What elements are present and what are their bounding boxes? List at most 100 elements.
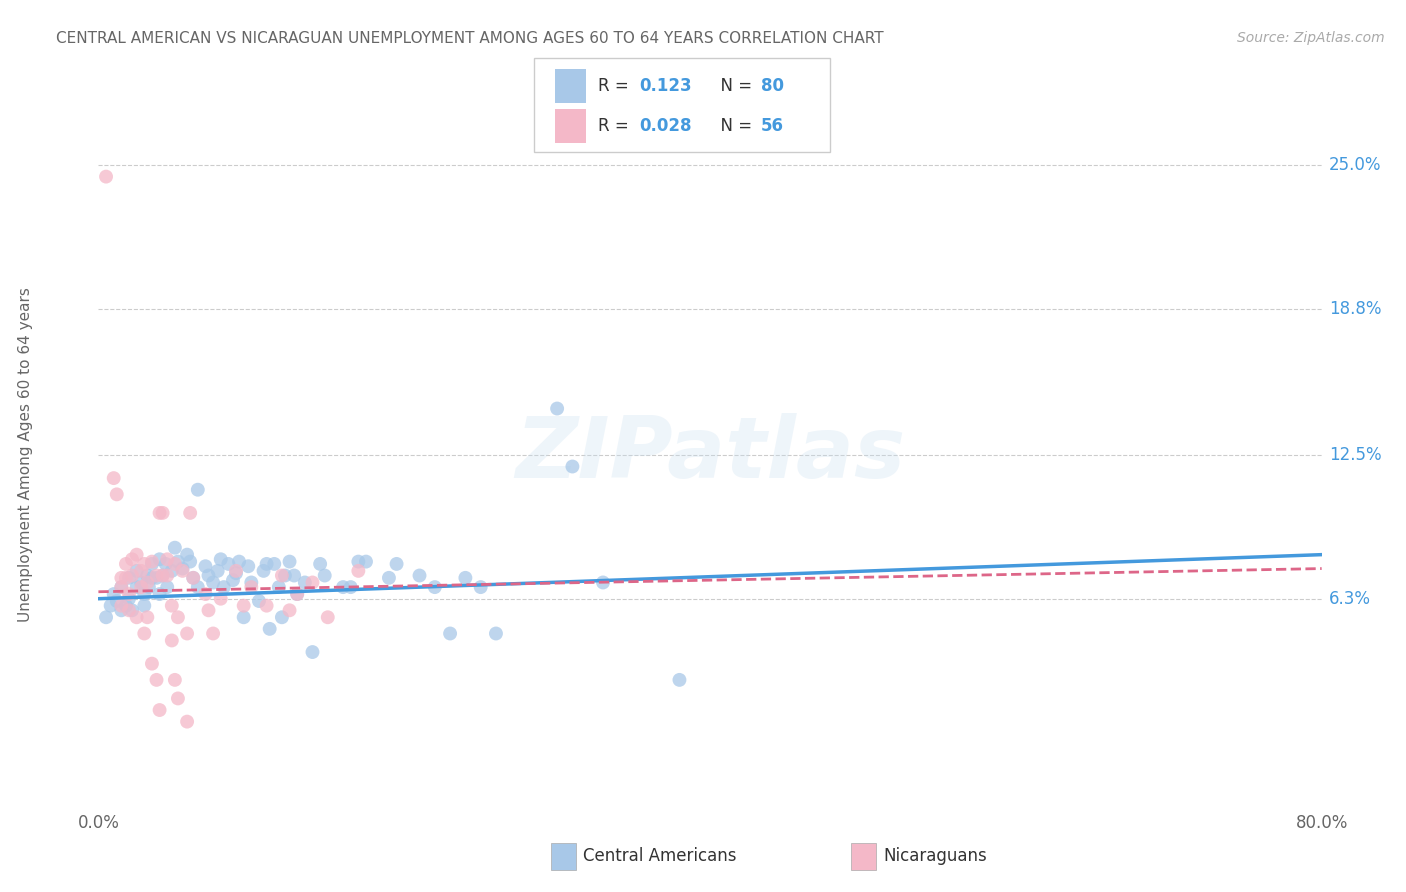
Point bbox=[278, 555, 301, 569]
Point bbox=[240, 575, 263, 590]
Point bbox=[125, 580, 148, 594]
Point bbox=[181, 571, 204, 585]
Text: 0.123: 0.123 bbox=[640, 78, 692, 95]
Point bbox=[149, 587, 172, 601]
Text: 80: 80 bbox=[761, 78, 783, 95]
Point bbox=[125, 564, 148, 578]
Point bbox=[129, 564, 152, 578]
Text: 18.8%: 18.8% bbox=[1329, 300, 1381, 318]
Point bbox=[222, 573, 245, 587]
Point bbox=[136, 575, 159, 590]
Point bbox=[129, 580, 152, 594]
Point bbox=[103, 587, 125, 601]
Point bbox=[285, 587, 308, 601]
Point bbox=[240, 580, 263, 594]
Text: 6.3%: 6.3% bbox=[1329, 590, 1371, 607]
Text: Nicaraguans: Nicaraguans bbox=[883, 847, 987, 865]
Point bbox=[100, 599, 122, 613]
Point bbox=[152, 506, 174, 520]
Point bbox=[138, 580, 160, 594]
Point bbox=[121, 603, 143, 617]
Point bbox=[134, 626, 156, 640]
Point bbox=[118, 591, 141, 606]
Point bbox=[141, 557, 163, 571]
Point bbox=[105, 594, 128, 608]
Text: R =: R = bbox=[598, 117, 634, 135]
Point bbox=[136, 568, 159, 582]
Point bbox=[125, 548, 148, 562]
Point bbox=[115, 571, 138, 585]
Point bbox=[267, 580, 290, 594]
Point bbox=[145, 568, 167, 582]
Point bbox=[285, 587, 308, 601]
Point bbox=[259, 622, 281, 636]
Point bbox=[187, 580, 209, 594]
Point bbox=[141, 555, 163, 569]
Point bbox=[217, 557, 239, 571]
Text: 12.5%: 12.5% bbox=[1329, 446, 1381, 464]
Point bbox=[194, 559, 217, 574]
Point bbox=[121, 568, 143, 582]
Text: 25.0%: 25.0% bbox=[1329, 156, 1381, 174]
Point bbox=[145, 571, 167, 585]
Point bbox=[194, 587, 217, 601]
Point bbox=[118, 603, 141, 617]
Point bbox=[283, 568, 305, 582]
Point bbox=[167, 555, 190, 569]
Point bbox=[156, 552, 179, 566]
Point bbox=[152, 568, 174, 582]
Point bbox=[278, 603, 301, 617]
Point bbox=[561, 459, 583, 474]
Text: Source: ZipAtlas.com: Source: ZipAtlas.com bbox=[1237, 31, 1385, 45]
Point bbox=[115, 557, 138, 571]
Point bbox=[176, 626, 198, 640]
Point bbox=[172, 564, 194, 578]
Point bbox=[141, 657, 163, 671]
Point bbox=[270, 568, 292, 582]
Point bbox=[485, 626, 508, 640]
Point bbox=[152, 568, 174, 582]
Point bbox=[309, 557, 332, 571]
Text: Unemployment Among Ages 60 to 64 years: Unemployment Among Ages 60 to 64 years bbox=[18, 287, 32, 623]
Point bbox=[207, 564, 229, 578]
Text: N =: N = bbox=[710, 117, 758, 135]
Point bbox=[181, 571, 204, 585]
Point bbox=[238, 559, 260, 574]
Point bbox=[167, 691, 190, 706]
Text: ZIPatlas: ZIPatlas bbox=[515, 413, 905, 497]
Point bbox=[172, 561, 194, 575]
Text: N =: N = bbox=[710, 78, 758, 95]
Point bbox=[202, 626, 225, 640]
Point bbox=[115, 599, 138, 613]
Point bbox=[546, 401, 568, 416]
Text: 56: 56 bbox=[761, 117, 783, 135]
Point bbox=[439, 626, 461, 640]
Point bbox=[408, 568, 430, 582]
Point bbox=[347, 564, 370, 578]
Point bbox=[176, 548, 198, 562]
Point bbox=[160, 599, 183, 613]
Point bbox=[385, 557, 408, 571]
Point bbox=[209, 591, 232, 606]
Point bbox=[110, 580, 132, 594]
Point bbox=[110, 571, 132, 585]
Point bbox=[163, 541, 186, 555]
Point bbox=[179, 555, 201, 569]
Point bbox=[232, 610, 254, 624]
Point bbox=[197, 603, 219, 617]
Text: CENTRAL AMERICAN VS NICARAGUAN UNEMPLOYMENT AMONG AGES 60 TO 64 YEARS CORRELATIO: CENTRAL AMERICAN VS NICARAGUAN UNEMPLOYM… bbox=[56, 31, 884, 46]
Point bbox=[247, 594, 270, 608]
Point bbox=[155, 557, 177, 571]
Point bbox=[176, 714, 198, 729]
Point bbox=[454, 571, 477, 585]
Point bbox=[256, 599, 278, 613]
Point bbox=[354, 555, 377, 569]
Point bbox=[347, 555, 370, 569]
Point bbox=[118, 587, 141, 601]
Point bbox=[134, 599, 156, 613]
Point bbox=[179, 506, 201, 520]
Point bbox=[163, 557, 186, 571]
Point bbox=[156, 580, 179, 594]
Point bbox=[110, 599, 132, 613]
Point bbox=[294, 575, 316, 590]
